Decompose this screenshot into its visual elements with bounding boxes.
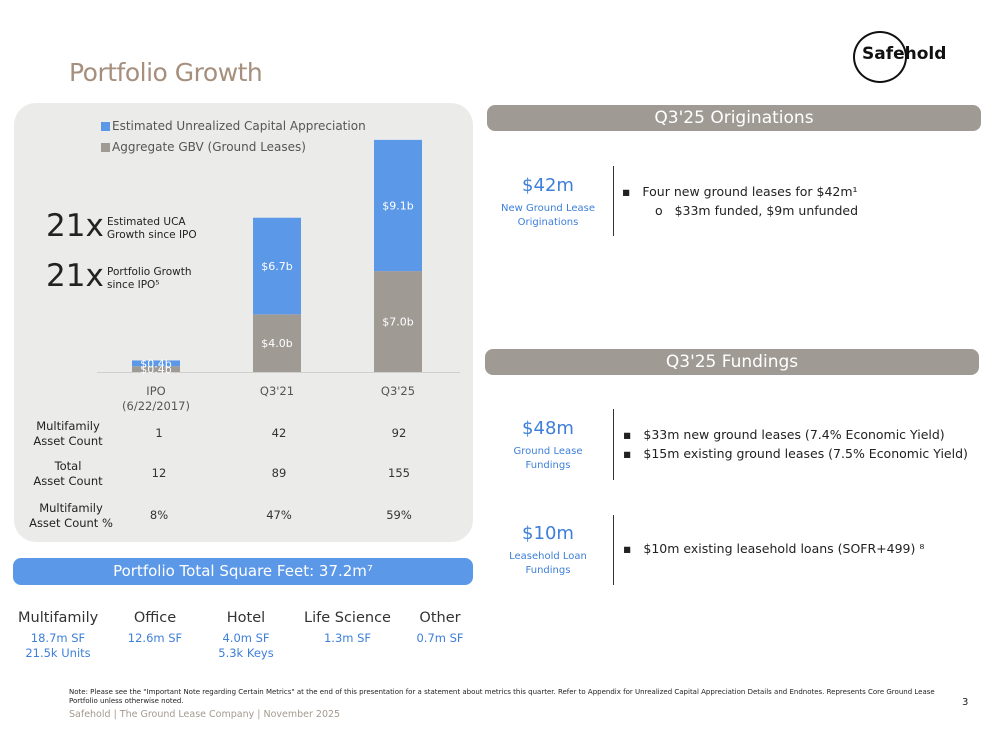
segment-multifamily: Multifamily 18.7m SF 21.5k Units [18,610,99,660]
stacked-bar-chart: $0.4b$0.4b $4.0b $6.7b $7.0b $9.1b [97,139,460,376]
fundings-loan-kpi-value: $10m [522,523,574,544]
table-cell: 92 [391,426,407,440]
logo-circle [853,31,907,83]
bar-value-label: $6.7b [261,260,292,273]
fundings-header: Q3'25 Fundings [485,349,979,375]
table-cell: 47% [266,508,292,522]
company-logo: Safehold [862,44,947,64]
fundings-gl-kpi-label: Ground Lease Fundings [513,446,583,471]
sub-bullet-item: o $33m funded, $9m unfunded [655,203,859,218]
bar-uca-1 [253,217,301,315]
fundings-loan-kpi-label: Leasehold Loan Fundings [509,551,587,576]
table-cell: 59% [386,508,412,522]
page-title: Portfolio Growth [69,58,263,87]
segment-office: Office 12.6m SF [127,610,183,645]
segment-hotel: Hotel 4.0m SF 5.3k Keys [218,610,274,660]
originations-kpi-value: $42m [522,175,574,196]
bar-value-label: $4.0b [261,337,292,350]
bar-value-label: $7.0b [382,316,413,329]
legend-swatch-gbv [101,143,110,152]
x-tick-q325: Q3'25 [380,384,416,398]
footnote: Note: Please see the "Important Note reg… [69,688,935,705]
x-tick-ipo: IPO (6/22/2017) [122,384,190,413]
bar-value-label: $0.4b [140,363,171,376]
table-cell: 1 [155,426,163,440]
table-row-label: Total Asset Count [33,459,103,488]
fundings-gl-kpi-value: $48m [522,418,574,439]
table-cell: 12 [151,466,167,480]
divider [613,409,614,480]
table-row-label: Multifamily Asset Count [33,419,103,448]
bar-value-label: $9.1b [382,199,413,212]
table-cell: 89 [271,466,287,480]
table-cell: 155 [388,466,410,480]
divider [613,515,614,585]
legend-swatch-uca [101,122,110,131]
segment-other: Other 0.7m SF [416,610,464,645]
page-number: 3 [962,697,969,708]
portfolio-growth-label: Portfolio Growth since IPO⁵ [107,266,192,291]
bullet-item: ▪ $15m existing ground leases (7.5% Econ… [623,446,968,461]
x-tick-q321: Q3'21 [259,384,295,398]
bullet-item: ▪ $33m new ground leases (7.4% Economic … [623,427,945,442]
legend-label-gbv: Aggregate GBV (Ground Leases) [112,140,306,154]
originations-kpi-label: New Ground Lease Originations [501,203,595,228]
table-cell: 42 [271,426,287,440]
bullet-item: ▪ Four new ground leases for $42m¹ [622,184,858,199]
sqft-total-bar: Portfolio Total Square Feet: 37.2m⁷ [13,558,473,585]
uca-growth-multiple: 21x [46,208,104,244]
bar-gbv-1 [253,314,301,372]
bar-value-label: $0.4b [140,357,171,370]
bar-uca-2 [374,139,422,272]
bar-gbv-0 [132,366,180,372]
originations-header: Q3'25 Originations [487,105,981,131]
table-row-label: Multifamily Asset Count % [29,501,113,530]
footer-text: Safehold | The Ground Lease Company | No… [69,709,341,720]
bullet-item: ▪ $10m existing leasehold loans (SOFR+49… [623,541,925,556]
uca-growth-label: Estimated UCA Growth since IPO [107,216,197,241]
table-cell: 8% [149,508,169,522]
bar-uca-0 [132,360,180,367]
divider [613,166,614,236]
portfolio-growth-multiple: 21x [46,258,104,294]
legend-label-uca: Estimated Unrealized Capital Appreciatio… [112,119,366,133]
bar-gbv-2 [374,271,422,372]
segment-life-science: Life Science 1.3m SF [304,610,391,645]
